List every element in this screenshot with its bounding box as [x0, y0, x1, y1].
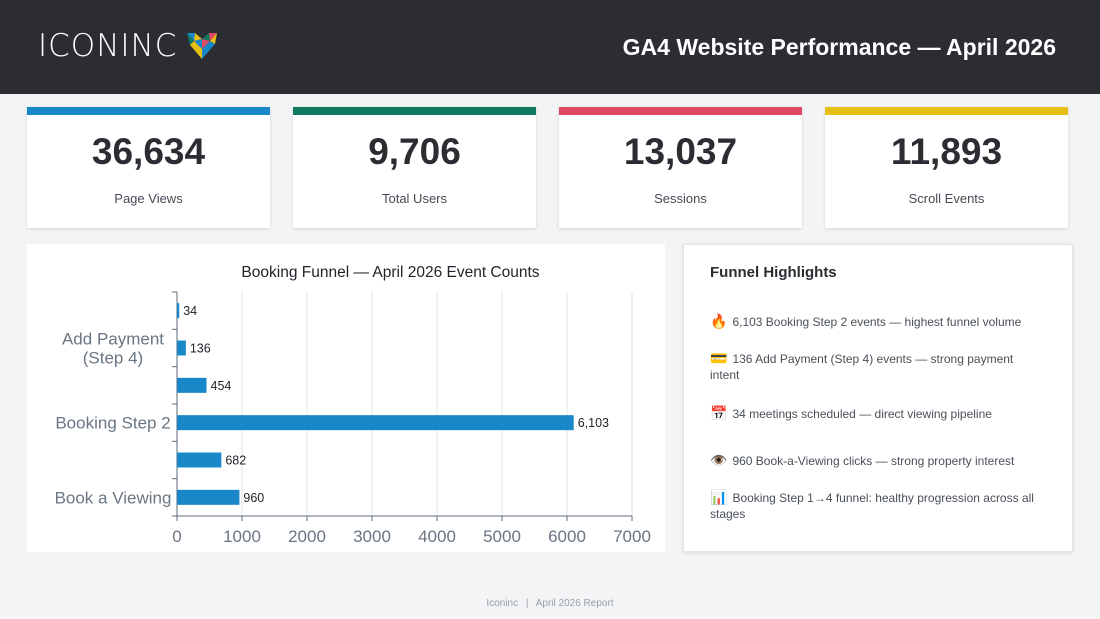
highlight-text: 960 Book-a-Viewing clicks — strong prope…: [732, 454, 1015, 468]
kpi-value: 36,634: [91, 131, 206, 172]
y-category-label-line: (Step 4): [83, 349, 143, 368]
report-title: GA4 Website Performance — April 2026: [622, 34, 1056, 60]
bar-data-label: 136: [190, 342, 211, 356]
highlight-text: Booking Step 1→4 funnel: healthy progres…: [710, 491, 1034, 521]
bar: [177, 489, 240, 505]
bar: [177, 340, 186, 356]
highlight-item: 👁️ 960 Book-a-Viewing clicks — strong pro…: [710, 452, 1045, 469]
y-category-label-line: Add Payment: [62, 330, 164, 349]
x-tick-label: 6000: [548, 527, 586, 546]
credit-card-icon: 💳: [710, 350, 728, 366]
kpi-value: 9,706: [368, 131, 461, 172]
bar: [177, 415, 574, 431]
kpi-label: Sessions: [654, 191, 707, 206]
highlight-text: 6,103 Booking Step 2 events — highest fu…: [732, 315, 1022, 329]
footer-brand: Iconinc: [486, 598, 519, 609]
footer-separator: |: [525, 598, 529, 609]
x-tick-label: 7000: [613, 527, 651, 546]
eye-icon: 👁️: [710, 452, 728, 468]
x-tick-label: 2000: [288, 527, 326, 546]
logo: ICONINC: [38, 26, 219, 66]
x-tick-label: 3000: [353, 527, 391, 546]
funnel-bar-chart: Booking Funnel — April 2026 Event Counts…: [55, 264, 651, 546]
x-tick-label: 4000: [418, 527, 456, 546]
bar-chart-icon: 📊: [710, 489, 728, 505]
footer-report: April 2026 Report: [535, 598, 614, 609]
highlight-text: 136 Add Payment (Step 4) events — strong…: [710, 352, 1014, 382]
funnel-highlights-panel: Funnel Highlights 🔥 6,103 Booking Step 2 …: [683, 244, 1073, 552]
bar-data-label: 6,103: [578, 416, 609, 430]
highlights-title: Funnel Highlights: [710, 264, 837, 281]
bar: [177, 377, 207, 393]
x-tick-label: 5000: [483, 527, 521, 546]
kpi-accent-bar: [27, 107, 270, 115]
x-tick-label: 0: [172, 527, 181, 546]
logo-text: ICONINC: [38, 28, 178, 64]
bar-data-label: 454: [211, 379, 232, 393]
bar-data-label: 682: [225, 454, 246, 468]
y-category-label: Booking Step 2: [55, 414, 170, 433]
kpi-accent-bar: [559, 107, 802, 115]
fire-icon: 🔥: [710, 313, 728, 329]
funnel-chart-card: Booking Funnel — April 2026 Event Counts…: [27, 244, 665, 552]
kpi-label: Total Users: [381, 191, 448, 206]
highlight-text: 34 meetings scheduled — direct viewing p…: [732, 407, 992, 421]
highlight-item: 📊 Booking Step 1→4 funnel: healthy progre…: [710, 489, 1045, 522]
kpi-accent-bar: [825, 107, 1068, 115]
kpi-label: Page Views: [114, 191, 183, 206]
header: ICONINC GA4 Website Performance — April …: [0, 0, 1100, 94]
kpi-card-sessions: 13,037 Sessions: [559, 107, 802, 228]
chart-title: Booking Funnel — April 2026 Event Counts: [241, 264, 539, 281]
kpi-card-total-users: 9,706 Total Users: [293, 107, 536, 228]
kpi-card-page-views: 36,634 Page Views: [27, 107, 270, 228]
calendar-icon: 📅: [710, 405, 728, 421]
bar-data-label: 34: [183, 304, 197, 318]
kpi-accent-bar: [293, 107, 536, 115]
bar-data-label: 960: [243, 491, 264, 505]
highlight-item: 🔥 6,103 Booking Step 2 events — highest f…: [710, 313, 1045, 330]
kpi-value: 13,037: [623, 131, 738, 172]
bar: [177, 303, 180, 319]
y-category-label-line: Book a Viewing: [55, 488, 172, 507]
highlight-item: 💳 136 Add Payment (Step 4) events — stron…: [710, 350, 1045, 383]
y-category-label: Add Payment (Step 4): [62, 330, 164, 368]
kpi-value: 11,893: [890, 131, 1003, 172]
kpi-label: Scroll Events: [908, 191, 985, 206]
bar: [177, 452, 222, 468]
footer: Iconinc | April 2026 Report: [0, 598, 1100, 609]
kpi-card-scroll-events: 11,893 Scroll Events: [825, 107, 1068, 228]
y-category-label: Book a Viewing: [55, 488, 172, 507]
heart-logo-icon: [187, 33, 218, 59]
x-tick-label: 1000: [223, 527, 261, 546]
highlight-item: 📅 34 meetings scheduled — direct viewing …: [710, 405, 1045, 422]
y-category-label-line: Booking Step 2: [55, 414, 170, 433]
